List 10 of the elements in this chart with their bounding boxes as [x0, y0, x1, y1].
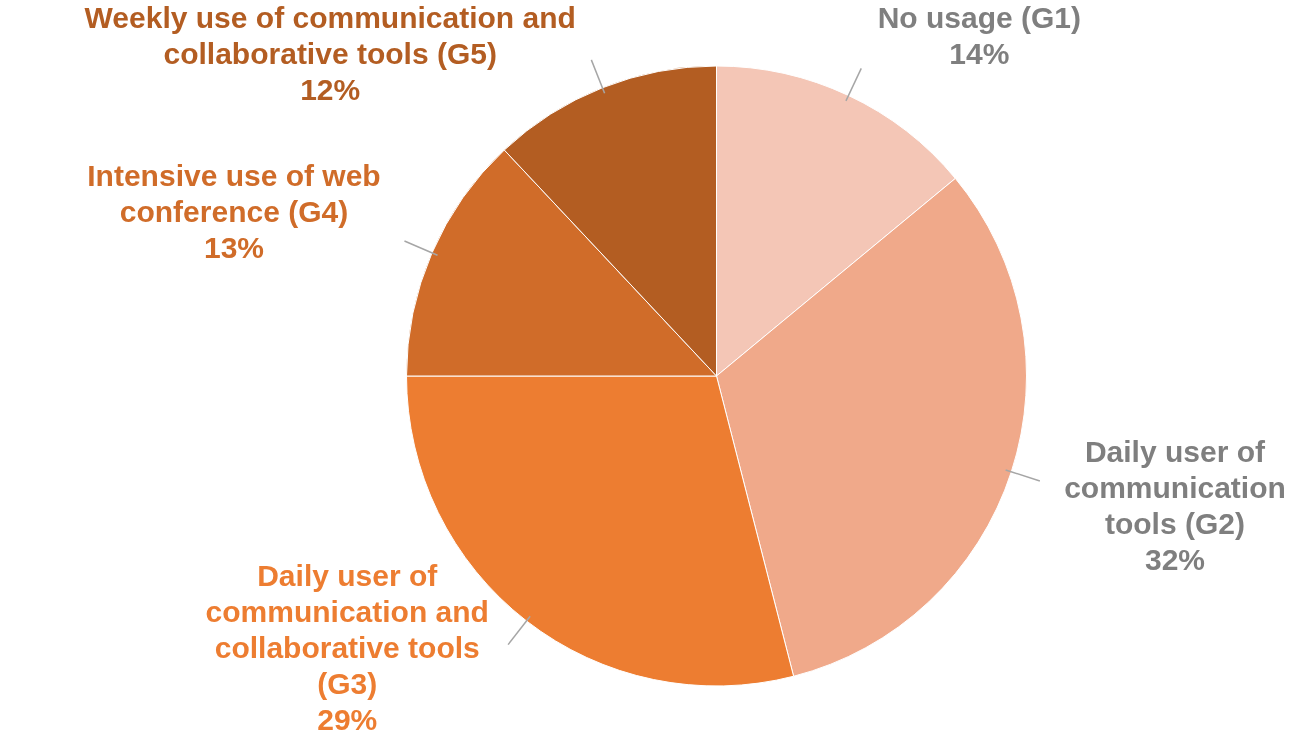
data-label: 14%: [949, 37, 1010, 71]
data-label: 32%: [1144, 543, 1205, 577]
slice-label: Daily user of communication and collaborative tools (G3): [205, 559, 489, 701]
data-label: 12%: [300, 73, 361, 107]
slice-label: Intensive use of web conference (G4): [87, 158, 381, 228]
data-label: 29%: [317, 703, 378, 737]
slice-label: Weekly use of communication and collaborative tools (G5): [84, 1, 576, 71]
slice-label: No usage (G1): [877, 1, 1082, 35]
slice-label: Daily user of communication tools (G2): [1064, 435, 1286, 541]
data-label: 13%: [203, 230, 265, 264]
